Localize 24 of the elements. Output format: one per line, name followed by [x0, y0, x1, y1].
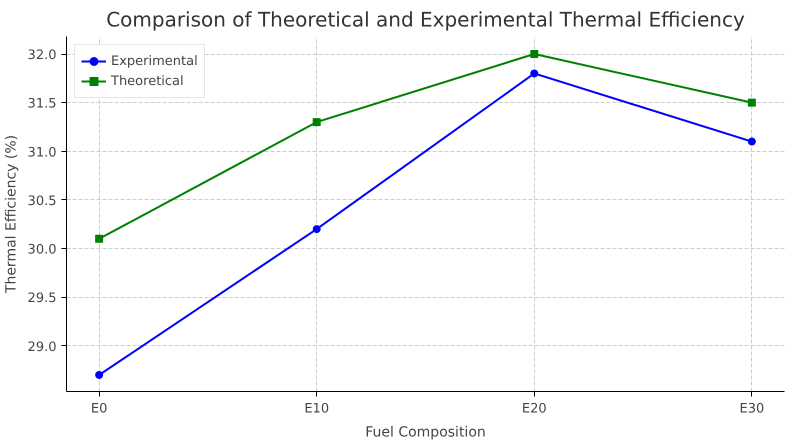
y-tick-label: 31.5	[28, 96, 57, 112]
point	[530, 50, 538, 58]
point	[312, 225, 321, 234]
y-tick-label: 31.0	[28, 145, 57, 160]
point	[312, 118, 321, 126]
point	[95, 370, 104, 379]
legend-label: Theoretical	[111, 74, 184, 88]
y-tick-label: 32.0	[28, 48, 57, 64]
x-tick-label: E20	[522, 402, 547, 416]
x-axis-title: Fuel Composition	[365, 424, 486, 440]
legend-label: Experimental	[111, 54, 198, 68]
x-tick-label: E30	[739, 402, 764, 416]
y-tick-label: 30.5	[28, 194, 57, 209]
chart-title: Comparison of Theoretical and Experimental Thermal Efficiency	[106, 8, 745, 32]
y-tick-label: 29.5	[28, 291, 57, 306]
x-tick-label: E0	[90, 402, 108, 416]
y-tick-label: 29.0	[28, 340, 57, 355]
point	[748, 138, 756, 146]
y-tick-label: 30.0	[28, 242, 57, 258]
point	[530, 69, 538, 78]
point	[748, 98, 756, 107]
y-axis-title: Thermal Efficiency (%)	[4, 134, 20, 294]
x-tick-label: E10	[304, 402, 330, 416]
point	[95, 234, 104, 243]
